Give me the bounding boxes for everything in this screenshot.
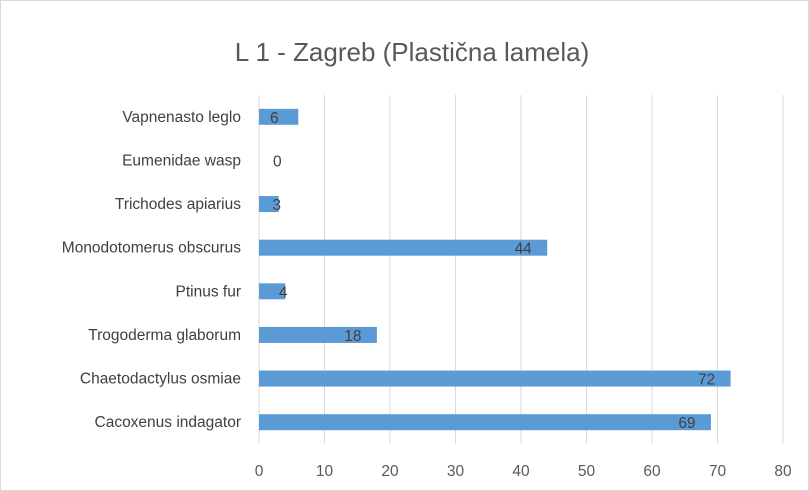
x-tick-label: 50: [578, 463, 596, 480]
data-label: 0: [273, 153, 282, 170]
bar: [259, 196, 279, 213]
category-label: Eumenidae wasp: [122, 152, 241, 169]
x-tick-label: 20: [381, 463, 399, 480]
data-label: 3: [272, 197, 281, 214]
category-label: Chaetodactylus osmiae: [80, 371, 241, 388]
x-axis-tick-labels: 0 10 20 30 40 50 60 70 80: [255, 463, 792, 480]
bars: [259, 108, 731, 431]
category-label: Ptinus fur: [176, 283, 241, 300]
category-labels: Vapnenasto leglo Eumenidae wasp Trichodes …: [62, 109, 241, 431]
bar: [259, 414, 711, 431]
x-tick-label: 0: [255, 463, 264, 480]
data-label: 72: [698, 372, 715, 389]
x-tick-label: 30: [447, 463, 465, 480]
data-label: 69: [678, 415, 695, 432]
gridlines: [258, 95, 784, 444]
data-label: 18: [344, 328, 361, 345]
category-label: Monodotomerus obscurus: [62, 240, 241, 257]
x-tick-label: 60: [643, 463, 661, 480]
bar: [259, 108, 299, 125]
bar: [259, 239, 548, 256]
x-tick-label: 40: [512, 463, 530, 480]
data-label: 4: [279, 284, 288, 301]
bar: [259, 326, 377, 343]
data-label: 6: [270, 110, 279, 127]
category-label: Vapnenasto leglo: [122, 109, 241, 126]
bar: [259, 370, 731, 387]
data-label: 44: [515, 241, 533, 258]
category-label: Trogoderma glaborum: [88, 327, 241, 344]
x-tick-label: 80: [774, 463, 792, 480]
category-label: Trichodes apiarius: [115, 196, 241, 213]
chart-title: L 1 - Zagreb (Plastična lamela): [235, 37, 590, 67]
x-tick-label: 10: [316, 463, 334, 480]
bar: [259, 283, 286, 300]
category-label: Cacoxenus indagator: [95, 414, 242, 431]
x-tick-label: 70: [709, 463, 727, 480]
